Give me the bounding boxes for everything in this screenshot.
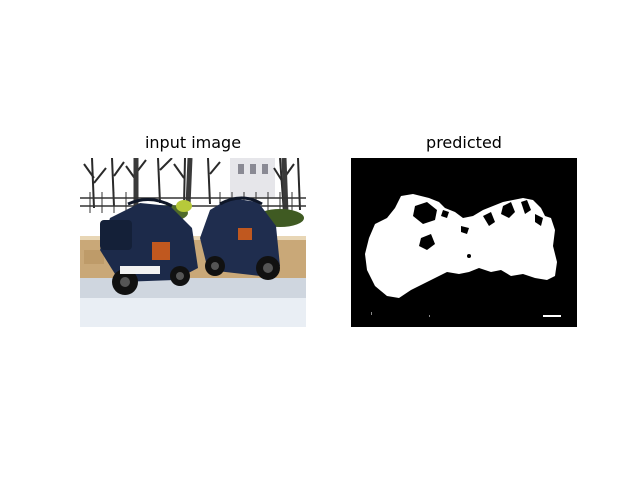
predicted-title: predicted — [426, 133, 502, 152]
input-image — [80, 158, 306, 327]
segmentation-mask-illustration — [351, 158, 577, 327]
input-photo-illustration — [80, 158, 306, 327]
scooter-left — [100, 198, 198, 295]
predicted-mask — [351, 158, 577, 327]
input-image-title: input image — [144, 133, 242, 152]
scooter-right — [200, 196, 280, 280]
